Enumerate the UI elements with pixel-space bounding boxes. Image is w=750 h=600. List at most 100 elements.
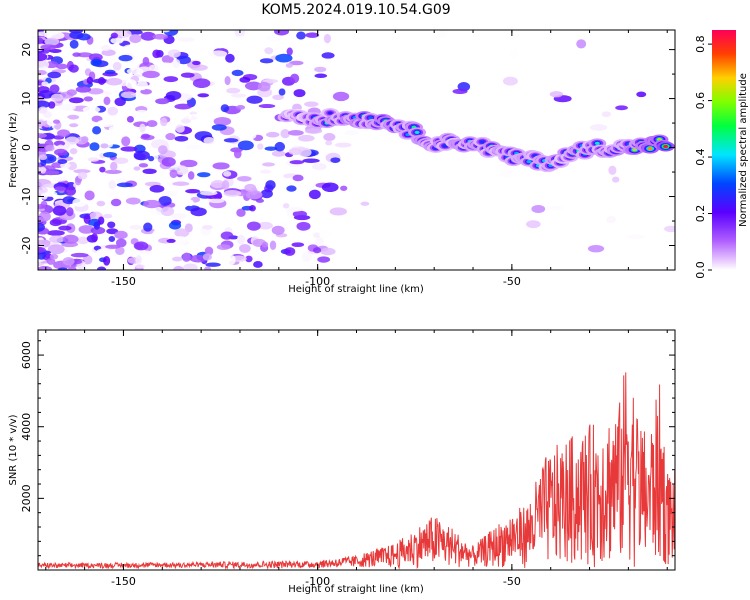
noise-blob <box>212 41 228 49</box>
noise-blob <box>48 101 56 109</box>
noise-blob <box>179 159 198 168</box>
ridge-blob <box>414 130 420 134</box>
noise-blob <box>157 62 175 70</box>
y-tick-label: 0 <box>20 144 33 151</box>
noise-blob <box>201 199 210 205</box>
noise-blob <box>112 61 122 71</box>
noise-blob <box>59 103 76 111</box>
noise-blob <box>100 143 109 149</box>
noise-blob <box>207 106 222 113</box>
noise-blob <box>49 235 65 243</box>
noise-blob <box>263 79 279 84</box>
noise-blob <box>325 140 333 146</box>
noise-blob <box>104 69 116 75</box>
noise-blob <box>90 226 106 235</box>
colorbar-tick-label: 0.4 <box>694 148 707 166</box>
noise-blob <box>329 207 347 216</box>
noise-blob <box>41 239 51 248</box>
noise-blob <box>101 49 116 57</box>
noise-blob <box>152 229 168 238</box>
noise-blob <box>62 256 75 266</box>
noise-blob <box>271 150 286 157</box>
noise-blob <box>330 157 341 164</box>
noise-blob <box>636 91 647 98</box>
noise-blob <box>38 133 47 139</box>
noise-blob <box>292 174 304 182</box>
snr-series-line <box>38 372 675 570</box>
noise-blob <box>173 266 185 270</box>
colorbar-tick-label: 0.8 <box>694 35 707 53</box>
noise-blob <box>121 136 131 147</box>
noise-blob <box>178 37 195 42</box>
x-tick-label: -150 <box>111 575 136 588</box>
noise-blob <box>134 264 145 269</box>
noise-blob <box>664 225 675 233</box>
noise-blob <box>162 191 177 198</box>
noise-blob <box>260 189 273 199</box>
noise-blob <box>138 163 149 168</box>
noise-blob <box>96 248 111 257</box>
noise-blob <box>261 241 269 248</box>
noise-blob <box>233 149 242 159</box>
noise-blob <box>175 124 185 133</box>
noise-blob <box>83 96 93 102</box>
noise-blob <box>83 214 91 224</box>
noise-blob <box>220 231 234 240</box>
noise-blob <box>96 119 115 128</box>
noise-blob <box>97 266 107 270</box>
ridge-blob <box>479 140 485 144</box>
noise-blob <box>189 254 207 263</box>
noise-blob <box>46 31 65 40</box>
noise-blob <box>165 133 176 141</box>
noise-blob <box>158 195 172 206</box>
noise-blob <box>297 134 315 142</box>
snr-panel: -150 -100 -50 2000 4000 6000 Height of straig… <box>8 329 676 595</box>
noise-blob <box>83 43 98 53</box>
noise-blob <box>120 146 138 152</box>
noise-blob <box>54 186 67 192</box>
noise-blob <box>246 95 263 104</box>
noise-blob <box>180 72 195 78</box>
noise-blob <box>114 230 128 240</box>
noise-blob <box>654 177 667 187</box>
noise-blob <box>264 47 274 55</box>
noise-blob <box>44 37 60 46</box>
noise-blob <box>210 179 226 189</box>
noise-blob <box>332 91 350 102</box>
noise-blob <box>211 124 227 131</box>
noise-blob <box>308 189 321 200</box>
noise-blob <box>99 166 106 173</box>
colorbar-gradient <box>712 30 736 270</box>
noise-blob <box>185 188 201 194</box>
noise-blob <box>46 230 65 236</box>
noise-blob <box>161 30 171 33</box>
noise-blob <box>289 60 304 66</box>
noise-blob <box>167 49 181 58</box>
noise-blob <box>192 60 201 66</box>
noise-blob <box>285 207 304 212</box>
colorbar-label: Normalized spectral amplitude <box>738 73 749 227</box>
noise-blob <box>38 59 50 70</box>
noise-blob <box>135 255 142 265</box>
noise-blob <box>340 185 348 191</box>
noise-blob <box>38 222 45 232</box>
noise-blob <box>244 81 262 91</box>
noise-blob <box>576 39 587 49</box>
x-tick-label: -100 <box>305 575 330 588</box>
noise-blob <box>174 135 189 142</box>
noise-blob <box>97 216 105 225</box>
noise-blob <box>58 225 72 231</box>
y-tick-label: -10 <box>20 188 33 206</box>
colorbar-tick-label: 0.6 <box>694 92 707 110</box>
noise-blob <box>69 39 79 49</box>
noise-blob <box>133 150 150 161</box>
noise-blob <box>126 115 134 123</box>
noise-blob <box>160 206 175 217</box>
colorbar-axis: 0.0 0.2 0.4 0.6 0.8 <box>694 35 712 279</box>
noise-blob <box>601 111 612 118</box>
noise-blob <box>501 168 513 178</box>
noise-blob <box>77 236 89 245</box>
noise-blob <box>57 267 68 270</box>
y-tick-label: -20 <box>20 237 33 255</box>
noise-blob <box>549 91 564 98</box>
